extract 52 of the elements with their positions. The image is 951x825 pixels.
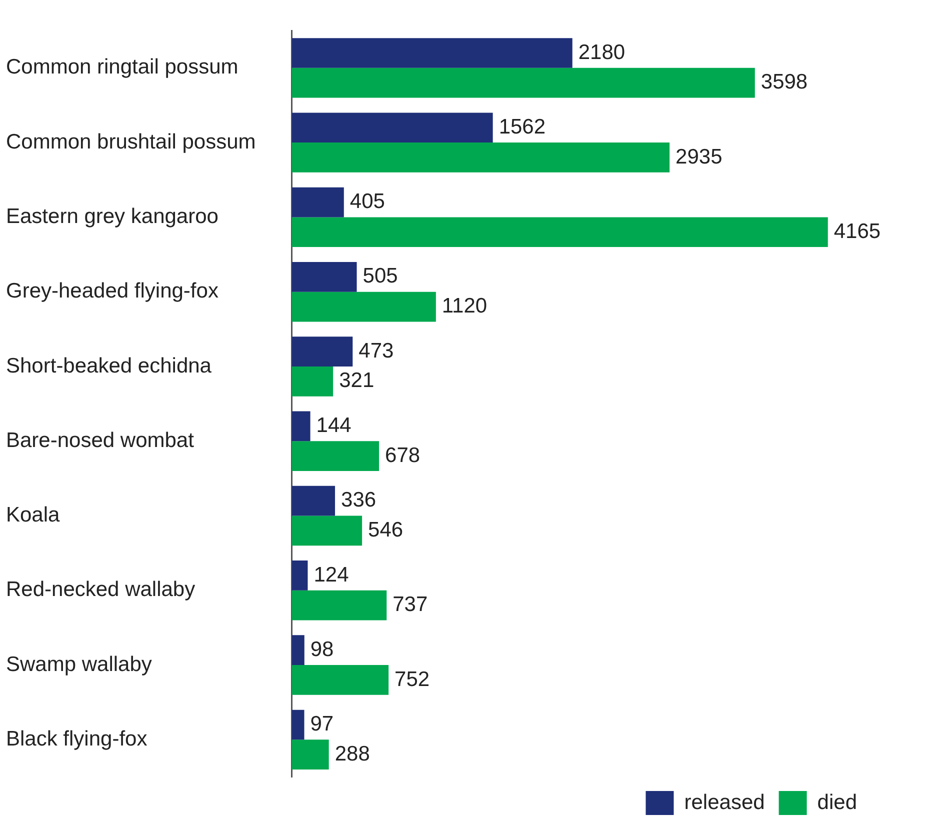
data-label: 737 bbox=[392, 593, 428, 616]
data-label: 2180 bbox=[578, 40, 626, 64]
data-label: 336 bbox=[341, 488, 376, 512]
y-tick-label: Black flying-fox bbox=[6, 727, 148, 750]
y-tick-label: Short-beaked echidna bbox=[6, 354, 212, 378]
y-tick-label: Common ringtail possum bbox=[6, 56, 238, 79]
data-label: 405 bbox=[350, 190, 385, 214]
data-label: 505 bbox=[362, 264, 398, 288]
y-tick-label: Eastern grey kangaroo bbox=[6, 204, 218, 228]
data-label: 1120 bbox=[442, 294, 488, 318]
data-label: 2935 bbox=[676, 145, 722, 168]
data-label: 4165 bbox=[834, 220, 881, 243]
bar bbox=[292, 142, 670, 172]
bar bbox=[292, 38, 572, 68]
data-label: 752 bbox=[394, 668, 430, 691]
y-tick-label: Swamp wallaby bbox=[6, 652, 152, 676]
data-label: 97 bbox=[310, 712, 334, 736]
bar bbox=[292, 366, 334, 396]
bar bbox=[292, 336, 353, 366]
bar bbox=[292, 486, 336, 516]
bar bbox=[292, 590, 387, 620]
y-tick-label: Koala bbox=[6, 504, 60, 527]
bar bbox=[292, 68, 755, 98]
bar bbox=[292, 292, 436, 322]
bar bbox=[292, 665, 389, 695]
data-label: 288 bbox=[334, 742, 370, 766]
bar bbox=[292, 560, 308, 590]
data-label: 144 bbox=[316, 414, 352, 437]
data-label: 98 bbox=[310, 638, 334, 661]
data-label: 321 bbox=[339, 369, 374, 392]
y-tick-label: Grey-headed flying-fox bbox=[6, 280, 219, 303]
data-label: 1562 bbox=[498, 115, 546, 138]
legend-label: released bbox=[684, 790, 765, 814]
y-tick-label: Red-necked wallaby bbox=[6, 578, 196, 602]
bar bbox=[292, 112, 493, 143]
bar bbox=[292, 516, 362, 546]
bar bbox=[292, 411, 310, 442]
data-label: 124 bbox=[314, 563, 350, 586]
legend-label: died bbox=[817, 790, 857, 814]
bar bbox=[292, 217, 828, 248]
data-label: 473 bbox=[358, 339, 394, 362]
data-label: 3598 bbox=[760, 70, 808, 94]
bar bbox=[292, 262, 357, 292]
bar bbox=[292, 710, 304, 740]
data-label: 678 bbox=[385, 444, 420, 467]
bar bbox=[292, 441, 380, 471]
y-tick-label: Common brushtail possum bbox=[6, 130, 256, 154]
bar bbox=[292, 187, 344, 218]
y-tick-label: Bare-nosed wombat bbox=[6, 428, 194, 452]
bar bbox=[292, 635, 304, 666]
bar bbox=[292, 740, 329, 770]
data-label: 546 bbox=[368, 518, 404, 542]
